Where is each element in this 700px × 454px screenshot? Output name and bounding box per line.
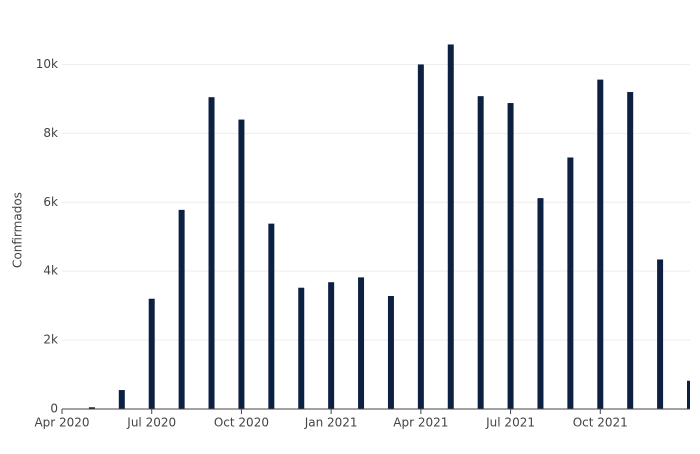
x-tick-label: Apr 2020 <box>34 416 89 430</box>
bar <box>298 287 305 409</box>
bar <box>238 119 245 409</box>
bar <box>268 223 275 409</box>
bar <box>537 198 544 409</box>
bar <box>148 298 155 409</box>
y-tick-label: 6k <box>43 195 58 209</box>
bar <box>507 103 514 409</box>
bar <box>328 282 335 409</box>
bar <box>88 407 95 409</box>
y-tick-label: 2k <box>43 333 58 347</box>
bar <box>657 259 664 409</box>
y-tick-label: 4k <box>43 264 58 278</box>
bar <box>208 97 215 409</box>
x-tick-label: Apr 2021 <box>393 416 448 430</box>
bar <box>477 96 484 410</box>
y-tick-label: 8k <box>43 126 58 140</box>
bar <box>597 79 604 409</box>
bar <box>387 295 394 409</box>
x-tick-label: Jul 2021 <box>485 416 535 430</box>
bar <box>178 209 185 409</box>
bar <box>687 380 690 409</box>
x-tick-label: Jan 2021 <box>304 416 358 430</box>
y-tick-label: 10k <box>36 57 58 71</box>
x-tick-label: Oct 2021 <box>573 416 628 430</box>
bar <box>567 157 574 409</box>
bar <box>118 390 125 409</box>
bar <box>447 44 454 409</box>
x-tick-label: Oct 2020 <box>214 416 269 430</box>
y-axis-title: Confirmados <box>11 192 25 268</box>
x-tick-label: Jul 2020 <box>126 416 176 430</box>
bar <box>358 277 365 409</box>
y-tick-label: 0 <box>50 402 58 416</box>
bar <box>417 64 424 410</box>
bar <box>627 92 634 409</box>
